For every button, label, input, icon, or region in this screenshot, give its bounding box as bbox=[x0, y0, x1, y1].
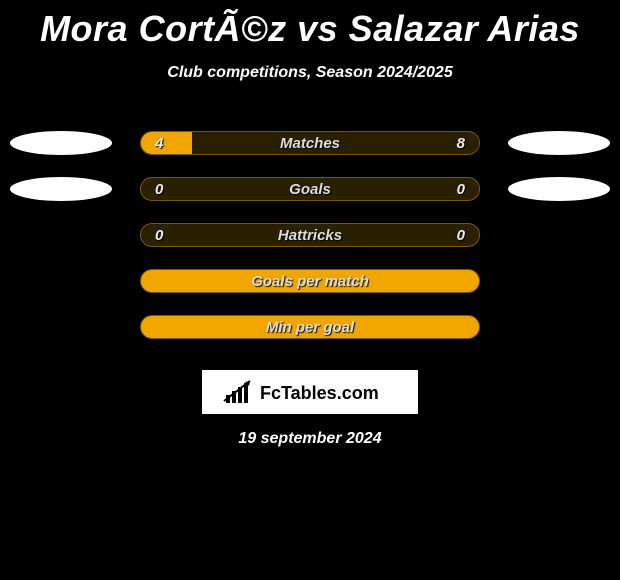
fctables-logo-icon: FcTables.com bbox=[220, 377, 400, 407]
stat-row: 0 Goals 0 bbox=[0, 166, 620, 212]
stat-value-left: 0 bbox=[155, 227, 163, 244]
stat-label: Matches bbox=[280, 135, 340, 152]
subtitle: Club competitions, Season 2024/2025 bbox=[0, 64, 620, 82]
stat-row: 4 Matches 8 bbox=[0, 120, 620, 166]
stat-label: Goals per match bbox=[251, 273, 369, 290]
stat-row: Min per goal bbox=[0, 304, 620, 350]
stat-value-left: 4 bbox=[155, 135, 163, 152]
player-avatar-left bbox=[10, 177, 112, 201]
stat-value-right: 0 bbox=[457, 227, 465, 244]
stat-pill: 0 Hattricks 0 bbox=[140, 223, 480, 247]
footer-date: 19 september 2024 bbox=[0, 430, 620, 448]
stat-value-left: 0 bbox=[155, 181, 163, 198]
stats-container: 4 Matches 8 0 Goals 0 0 Hattricks 0 Goals per mat… bbox=[0, 120, 620, 350]
stat-label: Hattricks bbox=[278, 227, 342, 244]
player-avatar-right bbox=[508, 177, 610, 201]
stat-pill: 0 Goals 0 bbox=[140, 177, 480, 201]
stat-pill: 4 Matches 8 bbox=[140, 131, 480, 155]
page-title: Mora CortÃ©z vs Salazar Arias bbox=[0, 0, 620, 50]
player-avatar-left bbox=[10, 131, 112, 155]
footer-logo: FcTables.com bbox=[202, 370, 418, 414]
stat-row: 0 Hattricks 0 bbox=[0, 212, 620, 258]
stat-value-right: 0 bbox=[457, 181, 465, 198]
player-avatar-right bbox=[508, 131, 610, 155]
stat-label: Min per goal bbox=[266, 319, 354, 336]
stat-pill: Goals per match bbox=[140, 269, 480, 293]
stat-row: Goals per match bbox=[0, 258, 620, 304]
stat-label: Goals bbox=[289, 181, 331, 198]
footer-brand-text: FcTables.com bbox=[260, 383, 379, 403]
stat-fill-left bbox=[141, 132, 192, 154]
stat-pill: Min per goal bbox=[140, 315, 480, 339]
stat-value-right: 8 bbox=[457, 135, 465, 152]
